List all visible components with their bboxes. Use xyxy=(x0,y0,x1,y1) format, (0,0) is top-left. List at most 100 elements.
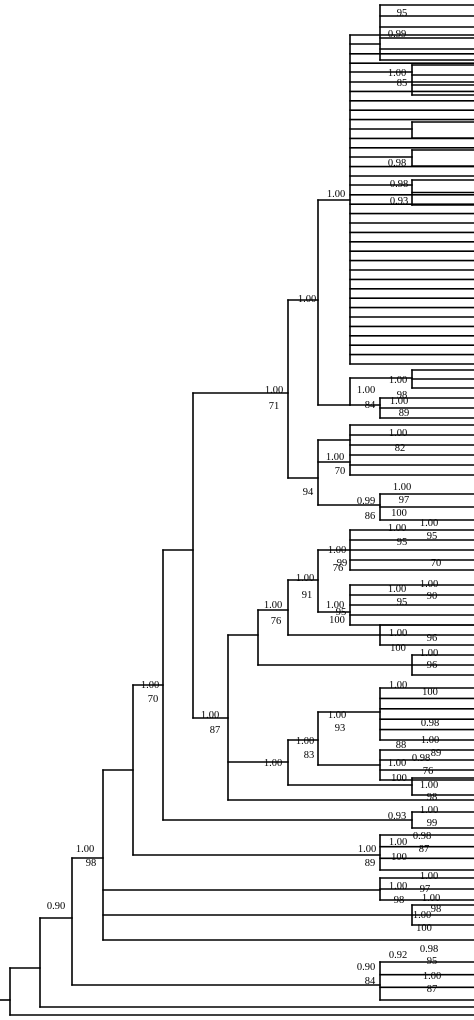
support-value: 1.00 xyxy=(328,710,346,721)
support-value: 98 xyxy=(397,390,408,401)
support-value: 0.99 xyxy=(388,29,406,40)
support-value: 1.00 xyxy=(326,452,344,463)
support-value: 95 xyxy=(427,956,438,967)
support-value: 1.00 xyxy=(388,68,406,79)
support-value: 82 xyxy=(395,443,406,454)
support-value: 83 xyxy=(304,750,315,761)
support-value: 1.00 xyxy=(265,385,283,396)
support-value: 98 xyxy=(427,792,438,803)
support-value: 1.00 xyxy=(421,735,439,746)
support-value: 100 xyxy=(391,508,407,519)
support-value: 100 xyxy=(391,852,407,863)
support-value: 1.00 xyxy=(389,881,407,892)
support-value: 1.00 xyxy=(388,758,406,769)
support-value: 1.00 xyxy=(422,893,440,904)
support-value: 1.00 xyxy=(388,584,406,595)
support-value: 95 xyxy=(427,531,438,542)
support-value: 0.93 xyxy=(388,811,406,822)
support-value: 1.00 xyxy=(420,780,438,791)
support-value: 98 xyxy=(86,858,97,869)
support-value: 84 xyxy=(365,400,376,411)
support-value: 96 xyxy=(427,660,438,671)
support-value: 95 xyxy=(397,537,408,548)
support-value: 1.00 xyxy=(420,579,438,590)
support-value: 88 xyxy=(396,740,407,751)
support-value: 85 xyxy=(397,78,408,89)
support-value: 1.00 xyxy=(390,396,408,407)
support-value: 1.00 xyxy=(389,628,407,639)
support-value: 1.00 xyxy=(298,294,316,305)
support-value: 0.90 xyxy=(47,901,65,912)
support-value: 1.00 xyxy=(420,518,438,529)
support-value: 99 xyxy=(427,818,438,829)
support-value: 1.00 xyxy=(388,523,406,534)
support-value: 87 xyxy=(427,984,438,995)
support-value: 86 xyxy=(365,511,376,522)
support-value: 97 xyxy=(420,884,431,895)
support-value: 0.98 xyxy=(412,753,430,764)
support-value: 1.00 xyxy=(296,573,314,584)
support-value: 89 xyxy=(431,748,442,759)
support-value: 1.00 xyxy=(327,189,345,200)
support-value: 0.98 xyxy=(390,179,408,190)
support-value: 70 xyxy=(148,694,159,705)
support-value: 100 xyxy=(391,773,407,784)
support-value: 100 xyxy=(416,923,432,934)
support-value: 0.98 xyxy=(421,718,439,729)
support-value: 0.98 xyxy=(413,831,431,842)
support-value: 100 xyxy=(329,615,345,626)
support-value: 87 xyxy=(210,725,221,736)
support-value: 1.00 xyxy=(357,385,375,396)
support-value: 1.00 xyxy=(420,648,438,659)
support-value: 91 xyxy=(302,590,313,601)
support-value: 95 xyxy=(336,607,347,618)
support-value: 1.00 xyxy=(423,971,441,982)
support-value: 0.99 xyxy=(357,496,375,507)
support-value: 89 xyxy=(365,858,376,869)
support-value: 1.00 xyxy=(389,837,407,848)
support-value: 100 xyxy=(390,643,406,654)
support-value: 1.00 xyxy=(413,910,431,921)
support-value: 94 xyxy=(303,487,314,498)
support-value: 1.00 xyxy=(420,871,438,882)
support-value: 1.00 xyxy=(389,375,407,386)
support-value: 96 xyxy=(427,633,438,644)
support-value: 93 xyxy=(335,723,346,734)
support-value: 0.90 xyxy=(357,962,375,973)
support-value: 84 xyxy=(365,976,376,987)
support-value: 100 xyxy=(422,687,438,698)
support-value: 1.00 xyxy=(389,680,407,691)
support-value: 1.00 xyxy=(393,482,411,493)
support-value: 76 xyxy=(423,766,434,777)
support-value: 98 xyxy=(394,895,405,906)
support-value: 71 xyxy=(269,401,280,412)
support-value: 1.00 xyxy=(328,545,346,556)
support-value: 70 xyxy=(335,466,346,477)
support-value: 87 xyxy=(419,844,430,855)
support-value: 1.00 xyxy=(420,805,438,816)
support-value: 1.00 xyxy=(296,736,314,747)
support-value: 0.98 xyxy=(388,158,406,169)
support-value: 95 xyxy=(397,8,408,19)
support-value: 0.93 xyxy=(390,196,408,207)
support-value: 1.00 xyxy=(389,428,407,439)
support-value: 76 xyxy=(271,616,282,627)
support-value: 1.00 xyxy=(358,844,376,855)
support-value: 76 xyxy=(333,563,344,574)
support-value: 99 xyxy=(337,558,348,569)
support-value: 1.00 xyxy=(326,600,344,611)
support-value: 89 xyxy=(399,408,410,419)
support-value: 1.00 xyxy=(76,844,94,855)
support-value: 95 xyxy=(397,597,408,608)
support-value: 70 xyxy=(431,558,442,569)
support-value: 90 xyxy=(427,591,438,602)
support-value: 97 xyxy=(399,495,410,506)
support-value: 0.92 xyxy=(389,950,407,961)
support-value: 1.00 xyxy=(264,600,282,611)
support-value: 1.00 xyxy=(201,710,219,721)
support-value: 98 xyxy=(431,904,442,915)
support-value: 1.00 xyxy=(141,680,159,691)
support-value: 1.00 xyxy=(264,758,282,769)
support-value: 0.98 xyxy=(420,944,438,955)
